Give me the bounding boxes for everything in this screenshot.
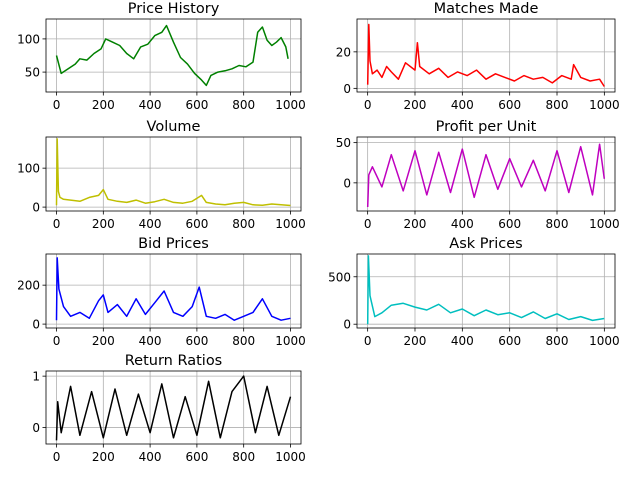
subplot-2: 0 200 400 600 800 1000 0 100 Volume [17,119,306,231]
x-tick-label: 200 [92,98,115,112]
series-line-0 [55,257,291,321]
chart-title: Profit per Unit [436,119,537,135]
x-tick-label: 800 [232,450,255,464]
axes-frame [356,18,616,93]
x-tick-label: 0 [53,217,61,231]
series-line-0 [366,255,605,325]
x-tick-label: 0 [53,98,61,112]
x-tick-label: 1000 [275,98,306,112]
y-tick-label: 0 [343,82,351,96]
y-tick-label: 500 [328,270,351,284]
x-tick-label: 800 [232,98,255,112]
x-tick-label: 0 [53,334,61,348]
y-tick-label: 1 [32,370,40,384]
series-line-0 [55,24,289,87]
chart-title: Bid Prices [138,236,209,252]
subplot-3: 0 200 400 600 800 1000 0 50 Profit per Unit [336,119,620,231]
subplot-5: 0 200 400 600 800 1000 0 500 Ask Prices [328,236,620,348]
y-tick-label: 0 [343,176,351,190]
y-tick-label: 0 [32,201,40,215]
x-tick-label: 400 [139,98,162,112]
chart-title: Price History [128,1,220,17]
y-tick-label: 100 [17,162,40,176]
x-tick-label: 800 [546,98,569,112]
series-line-0 [55,375,292,441]
x-tick-label: 400 [139,334,162,348]
axes-frame [45,18,302,93]
x-tick-label: 600 [498,217,521,231]
x-tick-label: 0 [364,334,372,348]
x-tick-label: 800 [546,217,569,231]
x-tick-label: 200 [92,334,115,348]
x-tick-label: 600 [185,217,208,231]
x-tick-label: 1000 [589,217,620,231]
x-tick-label: 1000 [275,334,306,348]
x-tick-label: 600 [185,334,208,348]
axes-frame [45,253,302,329]
y-tick-label: 50 [25,66,40,80]
chart-title: Ask Prices [449,236,522,252]
y-tick-label: 0 [32,318,40,332]
x-tick-label: 1000 [589,334,620,348]
axes-frame [45,370,302,445]
y-tick-label: 200 [17,279,40,293]
x-tick-label: 200 [404,334,427,348]
subplot-0: 0 200 400 600 800 1000 50 100 Price History [17,1,306,112]
x-tick-label: 600 [498,334,521,348]
x-tick-label: 0 [364,98,372,112]
axes-frame [356,136,616,212]
y-tick-label: 0 [343,318,351,332]
x-tick-label: 200 [404,217,427,231]
x-tick-label: 800 [232,334,255,348]
subplot-4: 0 200 400 600 800 1000 0 200 Bid Prices [17,236,306,348]
y-tick-label: 50 [336,136,351,150]
x-tick-label: 400 [451,334,474,348]
x-tick-label: 1000 [589,98,620,112]
x-tick-label: 400 [451,98,474,112]
series-line-0 [366,143,606,208]
x-tick-label: 0 [53,450,61,464]
y-tick-label: 0 [32,421,40,435]
subplot-6: 0 200 400 600 800 1000 0 1 Return Ratios [32,353,305,464]
chart-title: Volume [147,119,201,135]
x-tick-label: 400 [451,217,474,231]
axes-frame [356,253,616,329]
x-tick-label: 600 [185,450,208,464]
x-tick-label: 400 [139,450,162,464]
x-tick-label: 400 [139,217,162,231]
x-tick-label: 200 [404,98,427,112]
x-tick-label: 800 [232,217,255,231]
series-line-0 [366,23,605,87]
subplot-1: 0 200 400 600 800 1000 0 20 Matches Made [336,1,620,112]
x-tick-label: 600 [498,98,521,112]
x-tick-label: 0 [364,217,372,231]
x-tick-label: 600 [185,98,208,112]
x-tick-label: 200 [92,450,115,464]
series-line-0 [55,138,291,207]
x-tick-label: 1000 [275,450,306,464]
x-tick-label: 200 [92,217,115,231]
y-tick-label: 100 [17,32,40,46]
y-tick-label: 20 [336,45,351,59]
chart-title: Return Ratios [125,353,223,369]
x-tick-label: 1000 [275,217,306,231]
x-tick-label: 800 [546,334,569,348]
chart-title: Matches Made [434,1,539,17]
axes-frame [45,136,302,212]
